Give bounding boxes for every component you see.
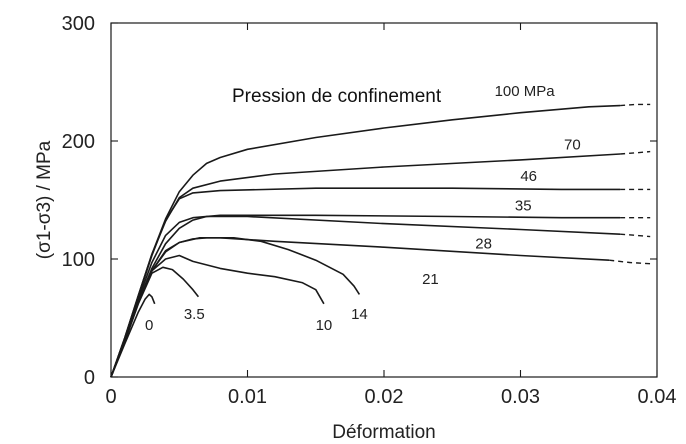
y-axis-label: (σ1-σ3) / MPa <box>34 140 55 259</box>
curves <box>110 103 651 378</box>
curve-label-21: 21 <box>422 271 439 288</box>
y-tick-label: 100 <box>62 249 95 271</box>
curve-label-0: 0 <box>145 317 153 334</box>
x-tick-label: 0.01 <box>228 386 267 408</box>
axis-ticks <box>110 22 658 378</box>
curve-label-10: 10 <box>316 317 333 334</box>
curve-label-70: 70 <box>564 136 581 153</box>
x-tick-label: 0.04 <box>638 386 677 408</box>
curve-extension-21 <box>609 259 651 265</box>
confinement-annotation: Pression de confinement <box>232 86 442 107</box>
curve-label-100-mpa: 100 MPa <box>495 83 556 100</box>
plot-frame <box>110 22 658 378</box>
x-axis-label: Déformation <box>332 422 436 443</box>
curve-label-14: 14 <box>351 306 368 323</box>
curve-label-35: 35 <box>515 198 532 215</box>
curve-14 <box>110 237 361 378</box>
y-tick-label: 200 <box>62 131 95 153</box>
y-tick-label: 0 <box>84 367 95 389</box>
curve-extension-100-mpa <box>620 103 651 107</box>
x-tick-label: 0.02 <box>365 386 404 408</box>
curve-label-3.5: 3.5 <box>184 306 205 323</box>
curve-extension-70 <box>620 150 651 155</box>
curve-labels: 0 3.5 10 14 21 28 35 46 70 100 MPa <box>145 83 581 334</box>
curve-label-46: 46 <box>520 168 537 185</box>
curve-100-mpa <box>110 104 621 378</box>
curve-10 <box>110 254 325 378</box>
curve-extension-28 <box>620 233 651 238</box>
curve-0 <box>110 293 156 378</box>
x-tick-label: 0.03 <box>501 386 540 408</box>
x-tick-label: 0 <box>105 386 116 408</box>
curve-label-28: 28 <box>475 235 492 252</box>
y-tick-label: 300 <box>62 13 95 35</box>
